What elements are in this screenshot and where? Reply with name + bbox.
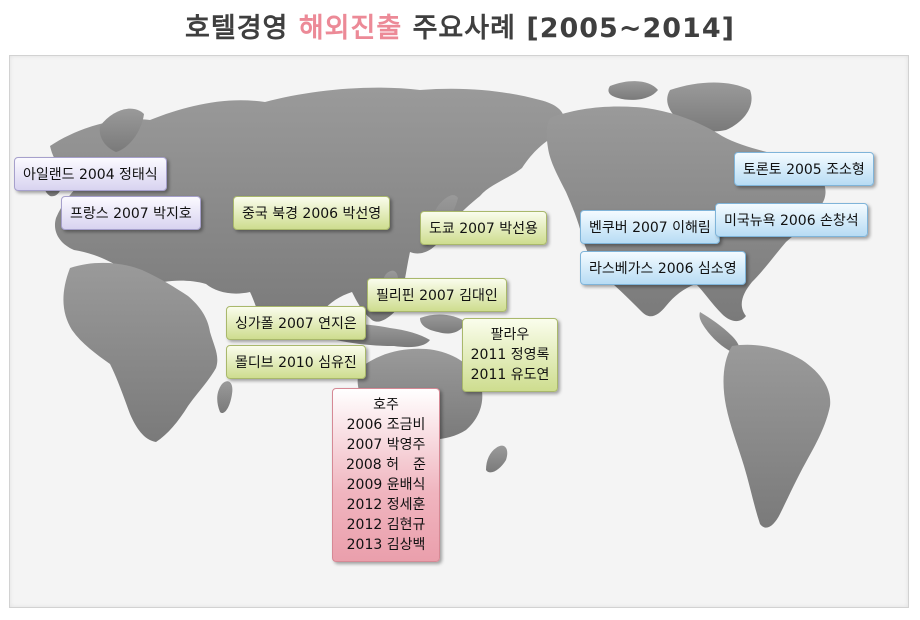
title-highlight: 해외진출 <box>298 13 403 44</box>
australia-entry: 2012 정세훈 <box>346 497 426 513</box>
new-guinea <box>420 314 466 334</box>
label-palau: 팔라우 2011 정영록 2011 유도연 <box>462 318 558 392</box>
label-maldives: 몰디브 2010 심유진 <box>226 345 366 379</box>
new-zealand <box>486 445 508 473</box>
arctic-islands <box>608 81 658 100</box>
palau-name: 팔라우 <box>490 327 530 343</box>
south-america <box>723 344 831 528</box>
australia-entry: 2009 윤배식 <box>346 477 426 493</box>
australia-entry: 2008 허 준 <box>346 457 426 473</box>
australia-entry: 2013 김상백 <box>346 537 426 553</box>
scandinavia <box>99 108 144 152</box>
australia-name: 호주 <box>373 397 399 413</box>
australia-entry: 2006 조금비 <box>346 417 426 433</box>
world-map <box>43 81 831 528</box>
madagascar <box>217 381 233 414</box>
label-philippines: 필리핀 2007 김대인 <box>367 278 507 312</box>
label-tokyo: 도쿄 2007 박선용 <box>420 211 547 245</box>
page-title: 호텔경영 해외진출 주요사례 [2005~2014] <box>0 6 920 45</box>
world-map-panel <box>9 55 909 608</box>
palau-entry: 2011 유도연 <box>470 367 550 383</box>
australia-entry: 2012 김현규 <box>346 517 426 533</box>
australia-entry: 2007 박영주 <box>346 437 426 453</box>
label-australia: 호주 2006 조금비 2007 박영주 2008 허 준 2009 윤배식 2… <box>332 388 440 562</box>
label-new-york: 미국뉴욕 2006 손창석 <box>715 203 868 237</box>
label-vancouver: 벤쿠버 2007 이해림 <box>580 210 720 244</box>
label-china-beijing: 중국 북경 2006 박선영 <box>233 196 391 230</box>
label-ireland: 아일랜드 2004 정태식 <box>14 157 167 191</box>
palau-entry: 2011 정영록 <box>470 347 550 363</box>
title-part2: 주요사례 [2005~2014] <box>412 13 735 44</box>
label-france: 프랑스 2007 박지호 <box>61 196 201 230</box>
label-las-vegas: 라스베가스 2006 심소영 <box>580 251 746 285</box>
label-toronto: 토론토 2005 조소형 <box>734 152 874 186</box>
central-america <box>699 312 740 354</box>
label-singapore: 싱가폴 2007 연지은 <box>226 306 366 340</box>
africa <box>63 262 218 442</box>
title-part1: 호텔경영 <box>185 13 289 44</box>
